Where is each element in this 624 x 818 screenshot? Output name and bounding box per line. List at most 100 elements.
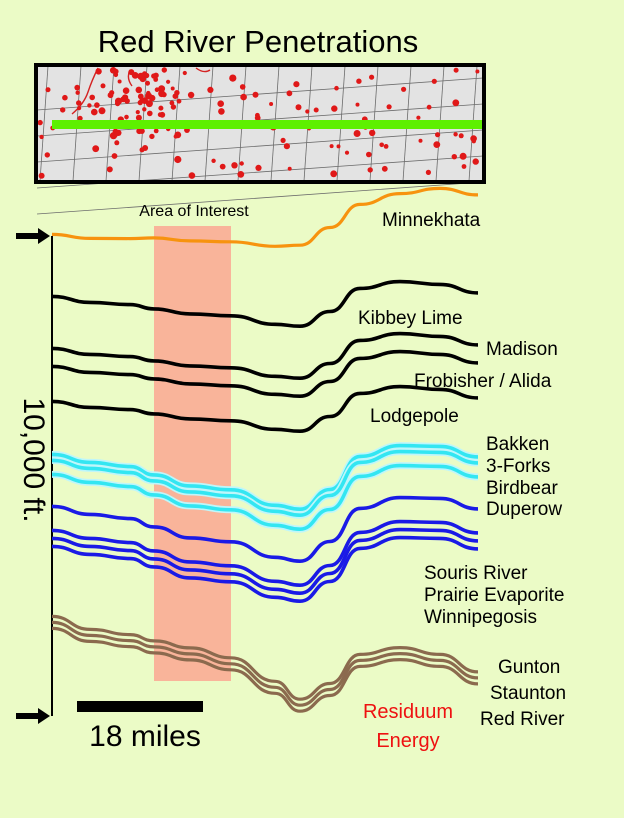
well-dot bbox=[239, 84, 246, 90]
well-dot bbox=[37, 119, 43, 126]
well-dot bbox=[62, 94, 68, 101]
well-dot bbox=[329, 144, 334, 149]
horizon-bakken bbox=[51, 443, 479, 511]
horizon-birdbear bbox=[51, 463, 479, 531]
well-dot bbox=[459, 152, 467, 160]
location-map bbox=[34, 63, 486, 215]
well-dot bbox=[158, 90, 166, 98]
well-dot bbox=[142, 145, 149, 151]
depth-label: 10,000 ft. bbox=[17, 397, 50, 522]
formation-labels: Minnekhata Kibbey Lime Madison Frobisher / … bbox=[358, 210, 566, 730]
well-dot bbox=[188, 172, 196, 179]
well-dot bbox=[182, 70, 187, 76]
well-dot bbox=[452, 99, 460, 107]
well-dot bbox=[286, 90, 293, 97]
well-dot bbox=[369, 129, 376, 137]
well-dot bbox=[355, 102, 360, 107]
well-dot bbox=[91, 108, 98, 116]
well-dot bbox=[217, 100, 224, 107]
well-dot bbox=[176, 98, 182, 104]
formation-label-red-river: Red River bbox=[480, 709, 565, 730]
well-dot bbox=[128, 69, 135, 76]
horizon-winnipegosis bbox=[51, 535, 479, 603]
well-dot bbox=[295, 104, 302, 111]
well-dot bbox=[431, 78, 437, 84]
well-dot bbox=[117, 79, 122, 84]
well-dot bbox=[280, 137, 286, 143]
well-dot bbox=[149, 133, 155, 140]
well-dot bbox=[100, 83, 106, 89]
formation-label-gunton: Gunton bbox=[498, 657, 560, 678]
horizon-duperow bbox=[51, 495, 479, 563]
area-of-interest-label: Area of Interest bbox=[139, 203, 249, 220]
scale-bar: 18 miles bbox=[77, 701, 203, 753]
well-dot bbox=[77, 106, 82, 111]
well-dot bbox=[170, 86, 175, 91]
well-dot bbox=[425, 169, 431, 175]
well-dot bbox=[153, 128, 159, 134]
well-dot bbox=[305, 109, 310, 114]
well-dot bbox=[453, 132, 458, 137]
well-dot bbox=[418, 138, 423, 143]
well-dot bbox=[89, 94, 95, 101]
horizon-red-river bbox=[51, 626, 479, 713]
well-dot bbox=[172, 93, 179, 99]
well-dot bbox=[416, 115, 421, 120]
well-dot bbox=[145, 100, 153, 108]
well-dot bbox=[219, 163, 226, 170]
credit-line-2: Energy bbox=[376, 730, 439, 752]
formation-label-lodgepole: Lodgepole bbox=[370, 406, 459, 427]
well-dot bbox=[151, 73, 157, 79]
well-dot bbox=[169, 100, 175, 106]
well-dot bbox=[142, 107, 147, 112]
well-dot bbox=[252, 91, 259, 98]
well-dot bbox=[39, 134, 44, 140]
well-dot bbox=[139, 75, 147, 83]
well-dot bbox=[94, 102, 100, 108]
formation-label-3-forks: 3-Forks bbox=[486, 456, 550, 477]
depth-axis: 10,000 ft. bbox=[16, 228, 53, 724]
well-dot bbox=[283, 143, 290, 150]
well-dot bbox=[334, 85, 339, 91]
well-dot bbox=[158, 85, 166, 93]
well-dot bbox=[113, 72, 119, 78]
well-dot bbox=[366, 151, 372, 158]
well-dot bbox=[111, 153, 118, 159]
well-dot bbox=[344, 150, 350, 155]
horizon-3-forks bbox=[51, 449, 479, 517]
well-dot bbox=[145, 80, 150, 86]
well-dot bbox=[207, 86, 214, 93]
horizon-kibbey-lime bbox=[51, 279, 479, 328]
well-dot bbox=[107, 92, 114, 99]
well-dot bbox=[137, 100, 143, 106]
formation-label-winnipegosis: Winnipegosis bbox=[424, 607, 537, 628]
formation-label-birdbear: Birdbear bbox=[486, 478, 558, 499]
well-dot bbox=[115, 129, 122, 136]
well-dot bbox=[381, 165, 388, 172]
well-dot bbox=[401, 86, 407, 92]
well-dot bbox=[147, 110, 153, 117]
scale-label: 18 miles bbox=[89, 720, 201, 753]
well-dot bbox=[95, 68, 102, 75]
well-dot bbox=[229, 74, 237, 82]
well-dot bbox=[237, 171, 245, 178]
well-dot bbox=[367, 167, 373, 173]
formation-label-madison: Madison bbox=[486, 339, 558, 360]
well-dot bbox=[386, 104, 392, 110]
well-dot bbox=[313, 107, 319, 113]
well-dot bbox=[122, 94, 129, 101]
horizon-staunton bbox=[51, 620, 479, 707]
horizon-gunton bbox=[51, 614, 479, 701]
well-dot bbox=[254, 115, 261, 121]
well-dot bbox=[211, 158, 216, 163]
well-dot bbox=[158, 105, 164, 111]
formation-label-frobisher-alida: Frobisher / Alida bbox=[414, 371, 552, 392]
formation-label-bakken: Bakken bbox=[486, 434, 549, 455]
well-dot bbox=[174, 155, 182, 164]
well-dot bbox=[331, 105, 338, 112]
well-dot bbox=[38, 172, 45, 179]
well-dot bbox=[106, 166, 113, 173]
formation-label-staunton: Staunton bbox=[490, 683, 566, 704]
